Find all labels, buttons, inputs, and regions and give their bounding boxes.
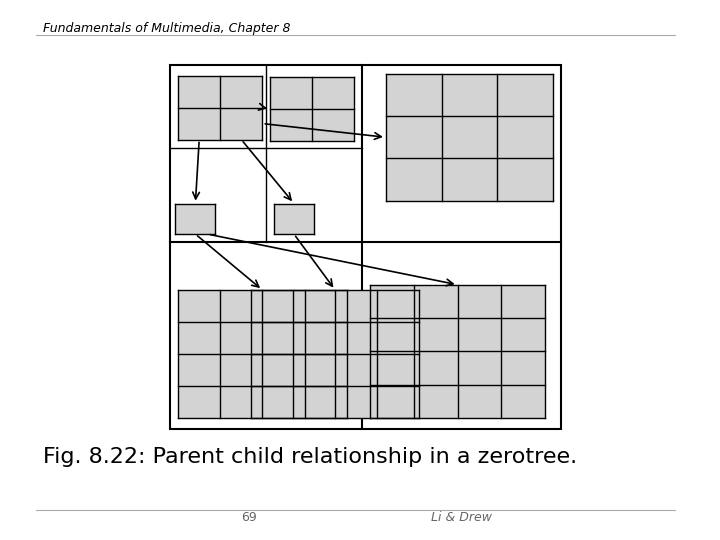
- Text: Fig. 8.22: Parent child relationship in a zerotree.: Fig. 8.22: Parent child relationship in …: [42, 447, 577, 467]
- Text: 69: 69: [240, 511, 256, 524]
- Text: Li & Drew: Li & Drew: [431, 511, 492, 524]
- Bar: [178, 290, 346, 418]
- Text: Fundamentals of Multimedia, Chapter 8: Fundamentals of Multimedia, Chapter 8: [42, 22, 290, 35]
- Bar: [386, 73, 553, 201]
- Bar: [370, 285, 545, 418]
- Bar: [270, 77, 354, 141]
- Bar: [178, 76, 262, 139]
- Bar: [274, 204, 314, 234]
- Bar: [171, 65, 561, 429]
- Bar: [175, 204, 215, 234]
- Bar: [251, 290, 419, 418]
